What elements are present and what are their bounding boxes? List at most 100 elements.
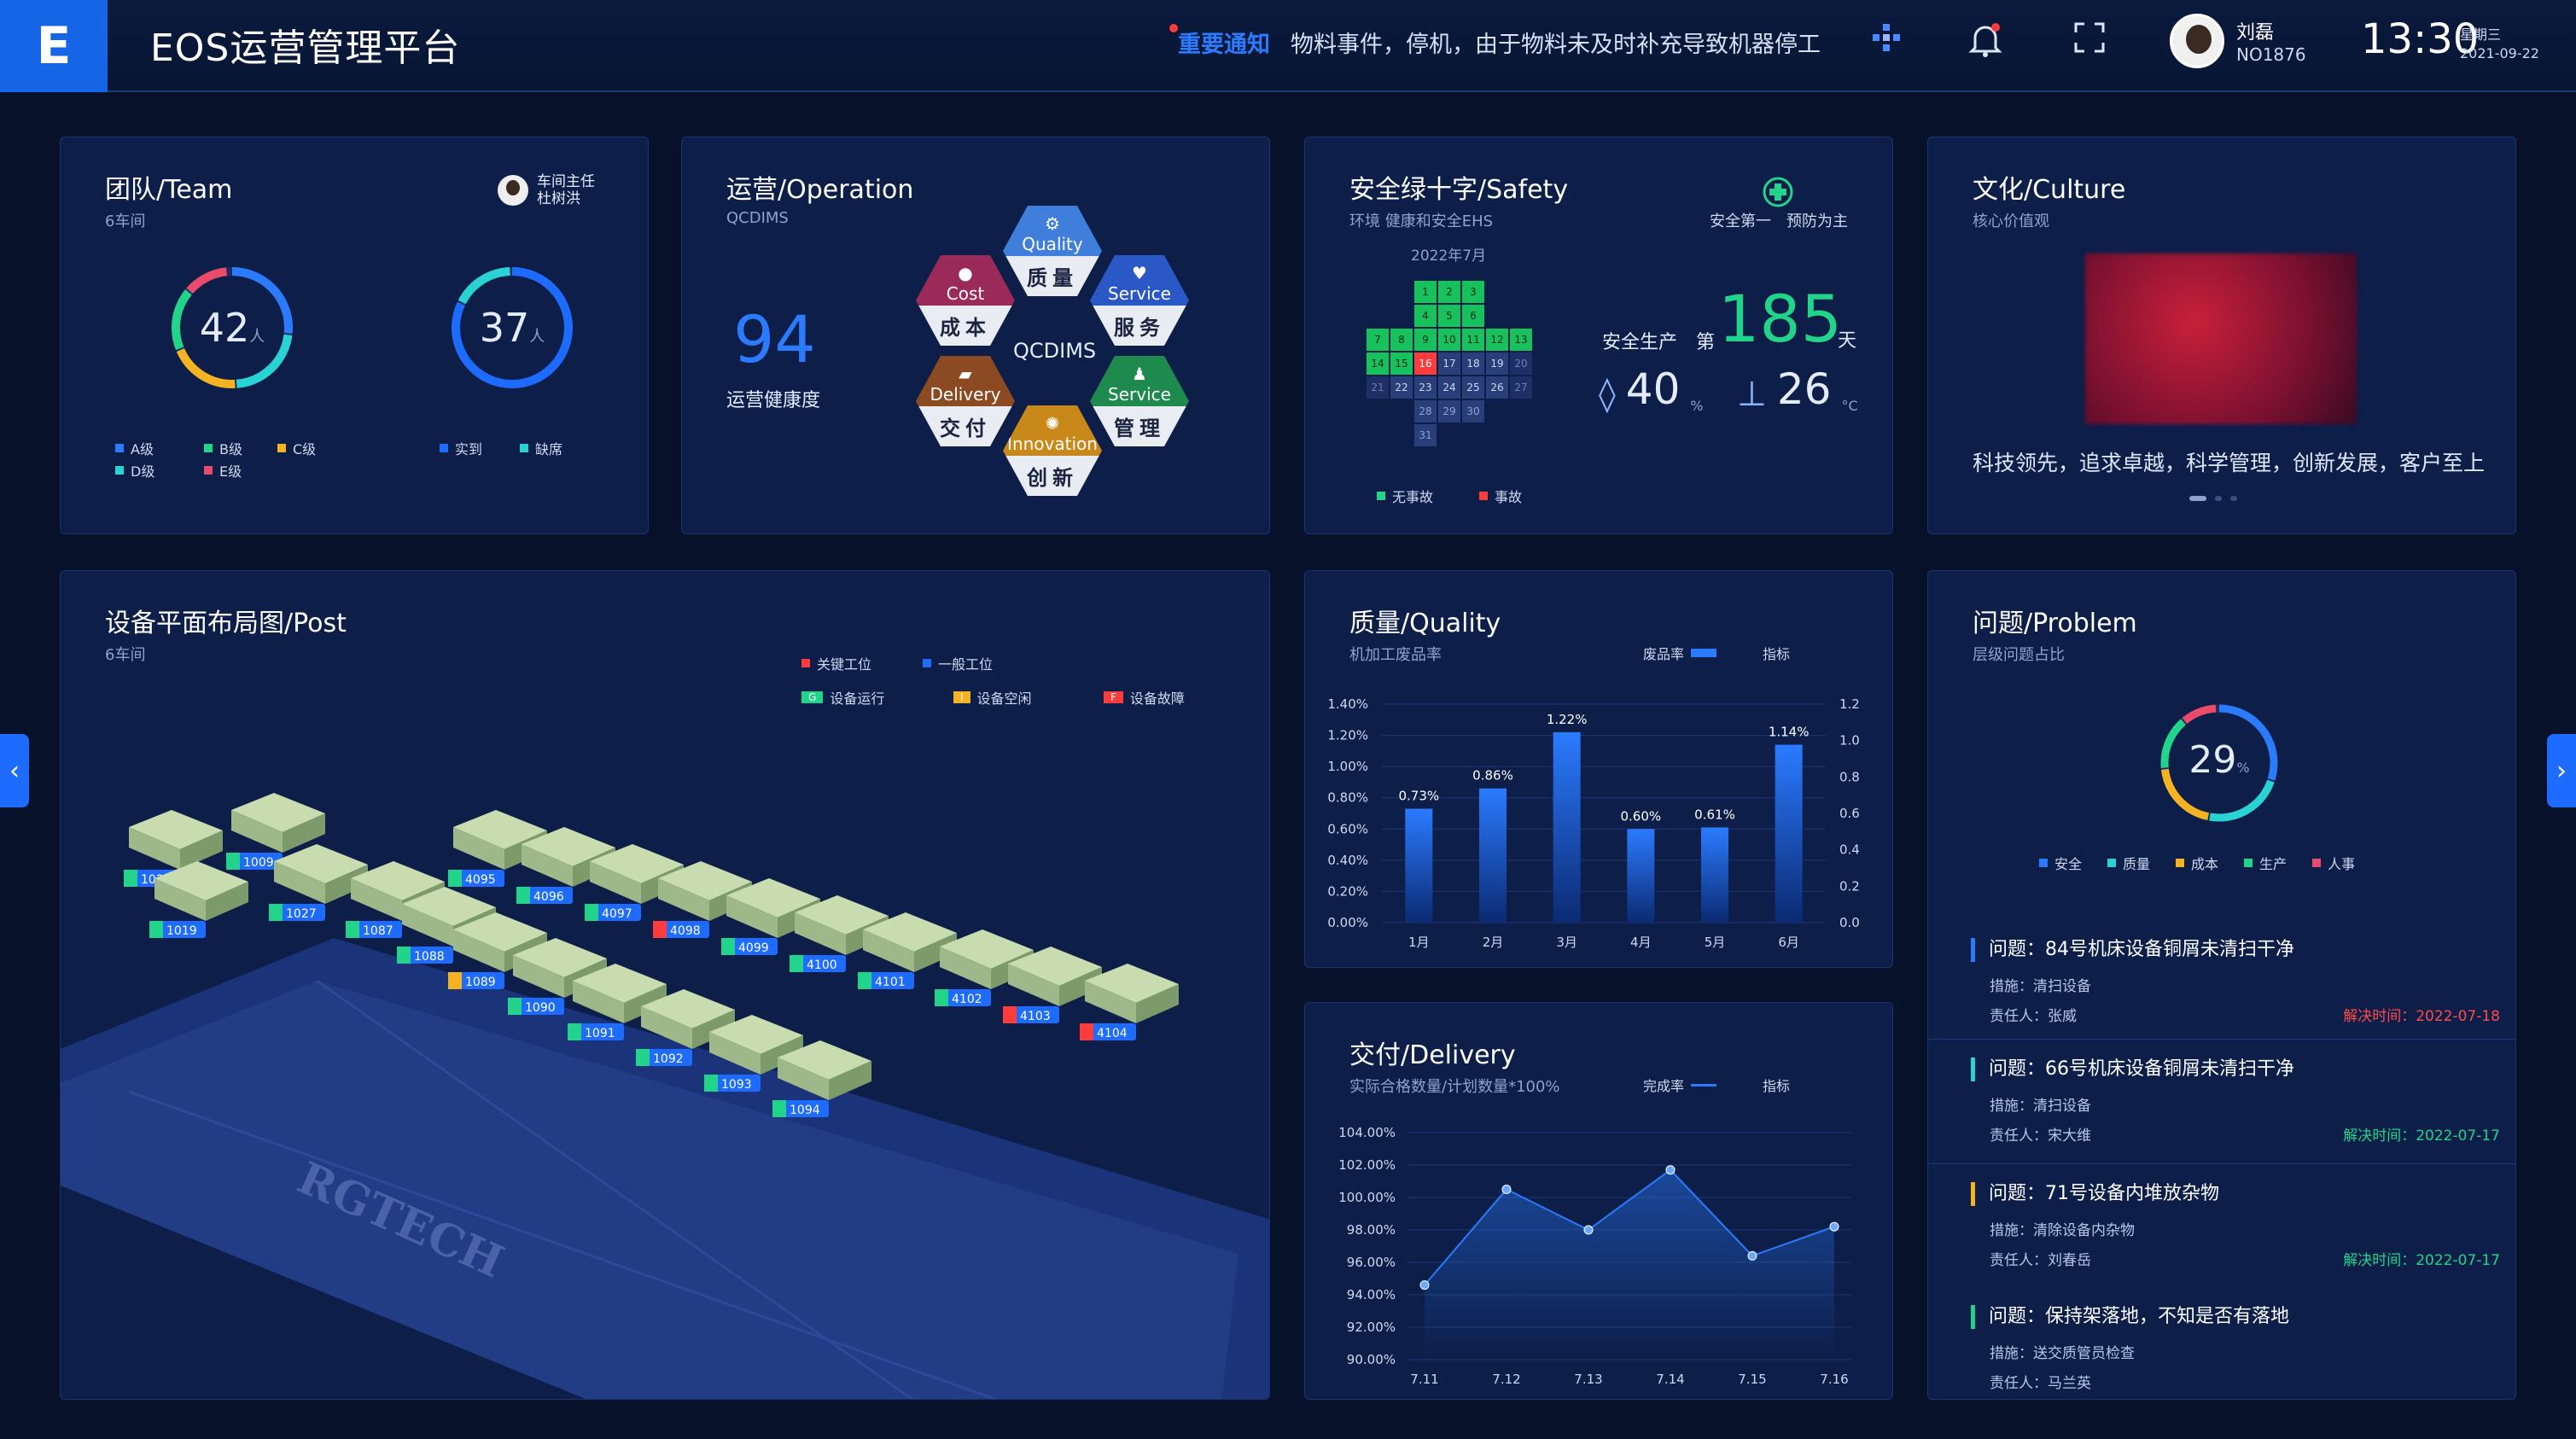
- delivery-legend-line: 指标: [1763, 1078, 1791, 1094]
- delivery-point[interactable]: [1829, 1221, 1839, 1232]
- calendar-day[interactable]: 12: [1486, 329, 1508, 351]
- team-ring-grade: [172, 267, 293, 388]
- carousel-dots[interactable]: [2189, 496, 2237, 501]
- culture-image[interactable]: [2085, 253, 2357, 424]
- problem-owner: 责任人：张威: [1990, 1008, 2077, 1025]
- user-profile[interactable]: 刘磊 NO1876: [2170, 14, 2306, 68]
- calendar-day[interactable]: 9: [1414, 329, 1437, 351]
- calendar-day[interactable]: 2: [1438, 281, 1460, 303]
- delivery-point[interactable]: [1419, 1280, 1430, 1290]
- calendar-month: 2022年7月: [1411, 248, 1487, 265]
- hex-delivery[interactable]: ▰ Delivery 交付: [916, 356, 1015, 446]
- calendar-day[interactable]: 30: [1462, 400, 1484, 422]
- quality-chart[interactable]: 0.00% 0.20% 0.40% 0.60% 0.80% 1.00% 1.20% 1.40%…: [1305, 673, 1894, 964]
- team-ring-attendance-value: 37人: [479, 305, 545, 351]
- quality-bar[interactable]: [1627, 829, 1655, 923]
- hex-management[interactable]: ♟ Service 管理: [1090, 356, 1189, 446]
- problem-measure: 措施：送交质管员检查: [1990, 1345, 2135, 1362]
- calendar-day[interactable]: 22: [1390, 376, 1413, 399]
- problem-item[interactable]: 问题：84号机床设备铜屑未清扫干净 措施：清扫设备 责任人：张威 解决时间：2022-…: [1971, 938, 2515, 1025]
- quality-bar[interactable]: [1479, 788, 1507, 923]
- calendar-day[interactable]: 11: [1462, 329, 1484, 351]
- x-tick: 7.15: [1738, 1372, 1766, 1387]
- calendar-day[interactable]: 17: [1438, 352, 1460, 375]
- notice-bar[interactable]: 重要通知 物料事件，停机，由于物料未及时补充导致机器停工: [1169, 24, 1821, 59]
- problem-percent: 29%: [2188, 738, 2250, 782]
- calendar-day[interactable]: 27: [1510, 376, 1532, 399]
- clock-time: 13:30: [2361, 15, 2480, 63]
- hex-cost[interactable]: ● Cost 成本: [916, 255, 1015, 346]
- machine-1091[interactable]: 1091: [568, 964, 667, 1040]
- calendar-day[interactable]: 18: [1462, 352, 1484, 375]
- machine-4103[interactable]: 4103: [1003, 947, 1102, 1023]
- fullscreen-icon[interactable]: [2072, 20, 2107, 62]
- grid-icon[interactable]: [1869, 20, 1903, 62]
- humidity-readout: ◊ 40%: [1599, 364, 1704, 414]
- problem-item[interactable]: 问题：71号设备内堆放杂物 措施：清除设备内杂物 责任人：刘春岳 解决时间：2022-…: [1928, 1163, 2515, 1269]
- app-logo[interactable]: E: [0, 0, 108, 92]
- delivery-title: 交付/Delivery: [1349, 1040, 1516, 1070]
- calendar-day[interactable]: 26: [1486, 376, 1508, 399]
- gear-icon: ⚙: [1045, 213, 1060, 235]
- calendar-day[interactable]: 25: [1462, 376, 1484, 399]
- bell-icon[interactable]: [1968, 20, 2002, 66]
- calendar-day[interactable]: 13: [1510, 329, 1532, 351]
- calendar-day[interactable]: 21: [1367, 376, 1389, 399]
- calendar-day[interactable]: 5: [1438, 305, 1460, 327]
- calendar-day[interactable]: 24: [1438, 376, 1460, 399]
- calendar-day[interactable]: 3: [1462, 281, 1484, 303]
- calendar-day[interactable]: 29: [1438, 400, 1460, 422]
- machine-1009[interactable]: 1009: [226, 793, 325, 870]
- delivery-point[interactable]: [1665, 1165, 1676, 1175]
- hex-service[interactable]: ♥ Service 服务: [1090, 255, 1189, 346]
- machine-4101[interactable]: 4101: [858, 912, 957, 989]
- problem-legend-item: 生产: [2244, 853, 2287, 873]
- machine-1027[interactable]: 1027: [269, 844, 368, 921]
- problem-item[interactable]: 问题：保持架落地，不知是否有落地 措施：送交质管员检查 责任人：马兰英: [1971, 1305, 2515, 1392]
- delivery-chart[interactable]: 90.00% 92.00% 94.00% 96.00% 98.00% 100.00% 102…: [1305, 1105, 1894, 1395]
- app-title: EOS运营管理平台: [150, 26, 461, 70]
- machine-1092[interactable]: 1092: [636, 989, 735, 1066]
- quality-bar[interactable]: [1405, 808, 1433, 923]
- machine-1019[interactable]: 1019: [149, 861, 248, 938]
- hex-innovation[interactable]: ✺ Innovation 创新: [1003, 405, 1102, 496]
- calendar-day[interactable]: 16: [1414, 352, 1437, 375]
- calendar-day[interactable]: 14: [1367, 352, 1389, 375]
- calendar-day[interactable]: 8: [1390, 329, 1413, 351]
- delivery-point[interactable]: [1583, 1225, 1594, 1235]
- leader-name: 杜树洪: [537, 190, 580, 207]
- x-tick: 7.12: [1492, 1372, 1520, 1387]
- y2-tick: 0.6: [1839, 806, 1860, 821]
- calendar-day[interactable]: 7: [1367, 329, 1389, 351]
- prev-page-button[interactable]: ‹: [0, 734, 29, 807]
- machine-4104[interactable]: 4104: [1080, 964, 1179, 1040]
- machine-label: 4103: [1020, 1010, 1051, 1023]
- next-page-button[interactable]: ›: [2547, 734, 2576, 807]
- calendar-day[interactable]: 1: [1414, 281, 1437, 303]
- calendar-day[interactable]: 31: [1414, 424, 1437, 446]
- calendar-day[interactable]: 10: [1438, 329, 1460, 351]
- machine-4097[interactable]: 4097: [585, 844, 684, 921]
- calendar-day[interactable]: 4: [1414, 305, 1437, 327]
- y-tick: 98.00%: [1347, 1222, 1396, 1238]
- calendar-day[interactable]: 20: [1510, 352, 1532, 375]
- delivery-point[interactable]: [1747, 1250, 1757, 1261]
- hex-quality[interactable]: ⚙ Quality 质量: [1003, 206, 1102, 296]
- machine-1093[interactable]: 1093: [704, 1015, 803, 1092]
- money-bag-icon: ●: [958, 263, 973, 284]
- machine-1094[interactable]: 1094: [772, 1040, 871, 1117]
- quality-bar[interactable]: [1701, 827, 1728, 923]
- problem-item[interactable]: 问题：66号机床设备铜屑未清扫干净 措施：清扫设备 责任人：宋大维 解决时间：2022…: [1928, 1039, 2515, 1145]
- quality-bar[interactable]: [1775, 744, 1803, 923]
- x-tick: 3月: [1556, 935, 1577, 950]
- x-tick: 4月: [1630, 935, 1652, 950]
- calendar-day[interactable]: 19: [1486, 352, 1508, 375]
- calendar-day[interactable]: 23: [1414, 376, 1437, 399]
- floor-plan-3d[interactable]: 1026100910191027409540964097409840994100…: [61, 571, 1270, 1400]
- chevron-left-icon: ‹: [9, 755, 20, 786]
- calendar-day[interactable]: 15: [1390, 352, 1413, 375]
- calendar-day[interactable]: 6: [1462, 305, 1484, 327]
- calendar-day[interactable]: 28: [1414, 400, 1437, 422]
- delivery-point[interactable]: [1501, 1185, 1512, 1194]
- quality-bar[interactable]: [1553, 731, 1581, 923]
